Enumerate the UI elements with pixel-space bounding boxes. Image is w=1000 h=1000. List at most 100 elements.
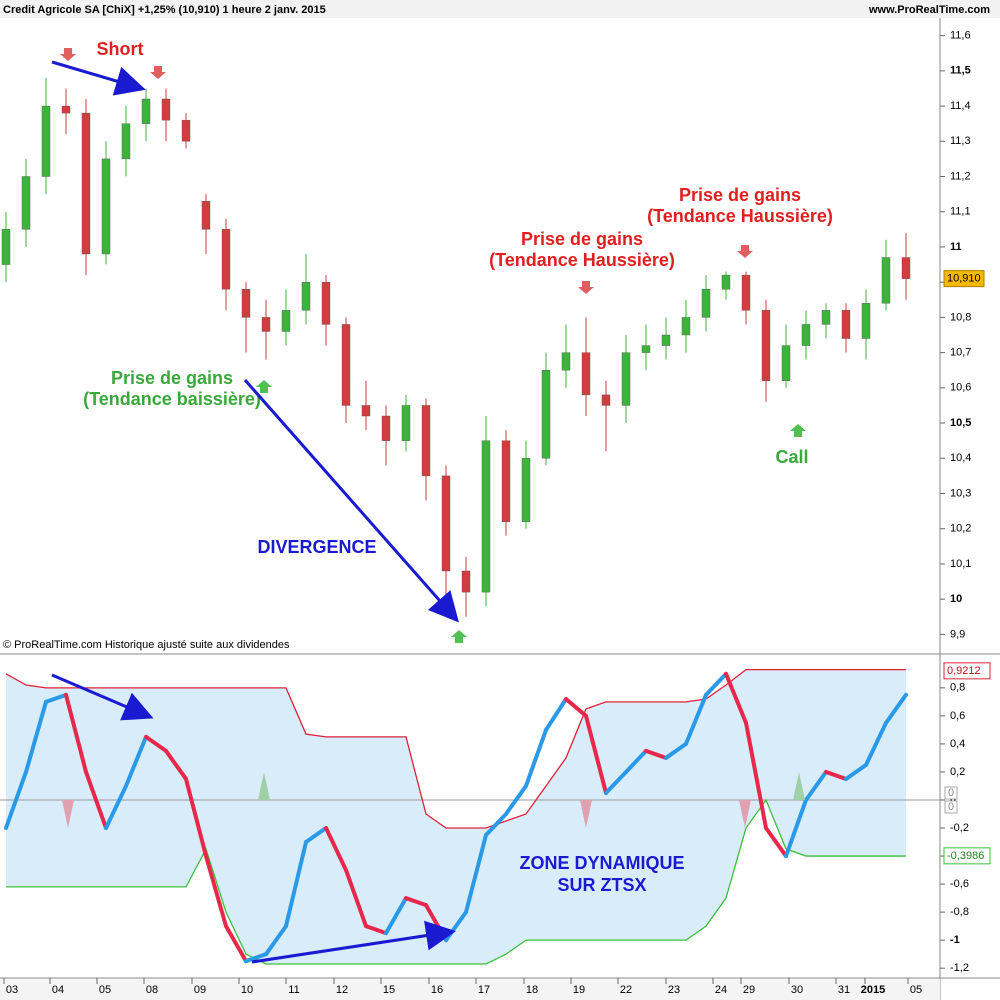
ztsx-segment [864,720,888,767]
candle-body [101,158,111,255]
sell-arrow [60,48,76,61]
candle-body [321,281,331,325]
ztsx-segment [404,896,428,908]
y-tick-label: 11 [950,241,962,253]
annotation: DIVERGENCE [257,537,376,557]
triangle [580,800,592,828]
candle-body [201,200,211,230]
candle-body [221,229,231,290]
ztsx-segment [304,826,328,845]
y-tick-label: 11,5 [950,65,971,77]
candle-body [621,352,631,406]
ztsx-segment [844,762,868,781]
candle-body [741,274,751,311]
candle-body [361,405,371,417]
candle-body [521,458,531,522]
x-tick-label: 18 [526,984,538,996]
ztsx-segment [204,854,228,929]
ztsx-segment [684,692,708,746]
y-tick-label: -1 [950,934,960,946]
candle-body [601,394,611,406]
triangle [739,800,751,828]
ztsx-segment [264,924,288,957]
annotation: ZONE DYNAMIQUE [519,853,684,873]
ztsx-segment [24,699,48,774]
ztsx-segment [84,769,108,831]
y-tick-label: 11,1 [950,206,971,218]
sell-arrow [578,281,594,294]
x-tick-label: 22 [620,984,632,996]
candle-body [901,257,911,279]
y-tick-label: 10,7 [950,347,971,359]
y-tick-label: -0,8 [950,906,969,918]
zero-label: 0 [948,801,954,813]
y-tick-label: 10 [950,593,962,605]
annotation: Call [775,447,808,467]
candle-body [781,345,791,381]
x-axis-bg [0,979,940,1000]
ztsx-segment [484,811,508,838]
candle-body [21,176,31,230]
candle-body [261,317,271,332]
ztsx-segment [464,833,488,915]
ztsx-segment [764,826,788,859]
drawn-arrows [51,60,459,964]
ztsx-segment [824,769,848,781]
candle-body [581,352,591,396]
ztsx-segment [564,697,588,718]
buy-arrow [451,630,467,643]
candle-body [381,415,391,441]
y-tick-label: 10,4 [950,452,971,464]
candle-body [721,274,731,290]
ztsx-segment [124,734,148,788]
x-tick-label: 15 [383,984,395,996]
x-tick-label: 03 [6,984,18,996]
candle-body [81,112,91,255]
y-tick-label: 11,3 [950,135,971,147]
candle-body [481,440,491,593]
annotation: (Tendance Haussière) [647,206,833,226]
candle-body [141,98,151,124]
y-tick-label: 0,8 [950,682,965,694]
ztsx-segment [724,671,748,725]
triangle [258,772,270,800]
candle-body [181,119,191,142]
x-tick-label: 31 [838,984,850,996]
candle-body [821,310,831,325]
header-source: www.ProRealTime.com [868,4,990,16]
ztsx-segment [4,769,28,831]
annotation: SUR ZTSX [557,875,646,895]
x-tick-label: 2015 [861,984,885,996]
x-tick-label: 12 [336,984,348,996]
zero-label: 0 [948,787,954,799]
ztsx-segment [344,868,368,929]
x-tick-label: 05 [99,984,111,996]
y-tick-label: 11,2 [950,170,971,182]
ztsx-segment [324,826,348,873]
ztsx-segment [524,727,548,788]
x-tick-label: 24 [715,984,727,996]
histogram-triangles [62,772,805,828]
candle-body [681,317,691,336]
x-tick-label: 19 [573,984,585,996]
candle-body [441,475,451,572]
candle-body [541,370,551,459]
band-fill [6,669,906,964]
buy-arrow [790,424,806,437]
ztsx-segment [284,840,308,929]
ztsx-segment [224,924,248,964]
annotation: Prise de gains [679,185,801,205]
candle-body [861,303,871,339]
ztsx-segment [184,776,208,859]
ztsx-segment [104,783,128,831]
candle-body [801,324,811,346]
candle-body [301,281,311,311]
candle-body [661,334,671,346]
candle-body [121,123,131,160]
plot: 9,9 10 10,1 10,2 10,3 10,4 10,5 10,6 10,7 10,8 10,… [0,30,991,996]
candle-body [701,289,711,318]
ztsx-segment [784,797,808,859]
candle-body [341,324,351,406]
candle-body [761,310,771,381]
